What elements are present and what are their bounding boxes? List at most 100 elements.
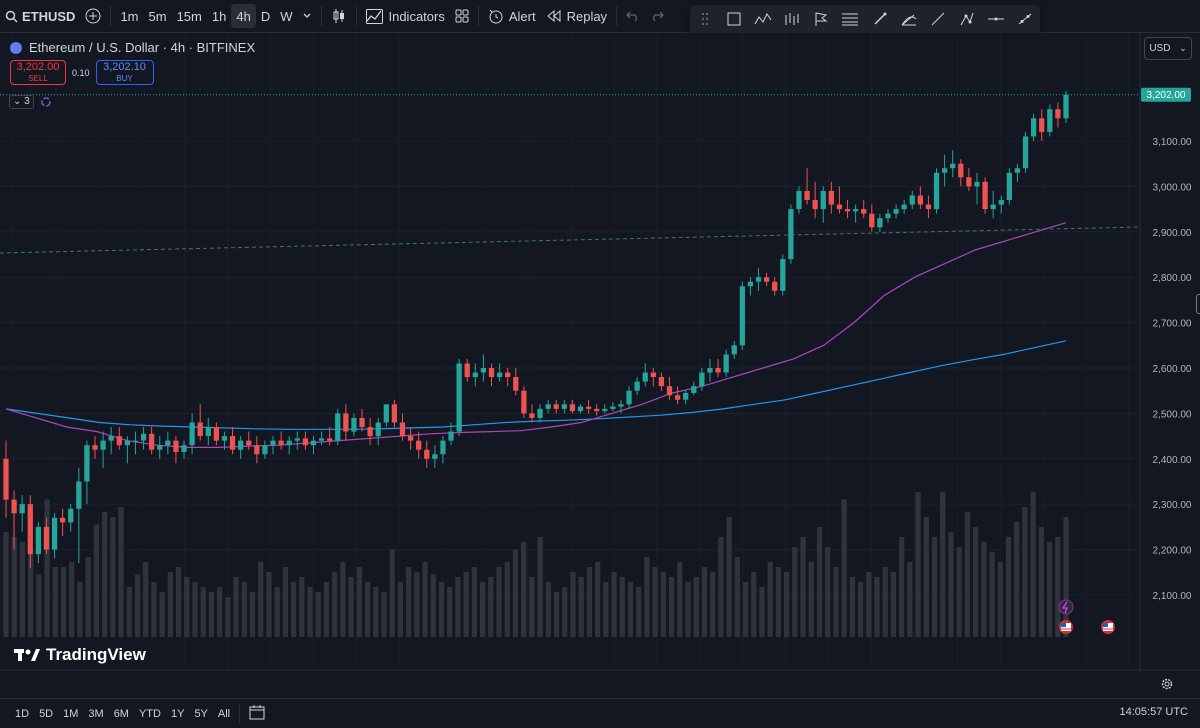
trend-line-tool-icon[interactable]: [927, 8, 949, 30]
interval-w[interactable]: W: [280, 8, 293, 24]
candle: [367, 417, 373, 446]
sell-button[interactable]: 3,202.00 SELL: [10, 60, 66, 85]
buy-button[interactable]: 3,202.10 BUY: [95, 60, 154, 85]
candle: [359, 408, 365, 432]
chart-type-button[interactable]: [326, 4, 352, 28]
utc-clock[interactable]: 14:05:57 UTC: [1119, 706, 1188, 718]
volume-bar: [208, 592, 215, 637]
elliott-wave-tool-icon[interactable]: [752, 8, 774, 30]
replay-button[interactable]: Replay: [541, 4, 612, 28]
price-scale-handle[interactable]: [1196, 294, 1200, 314]
brush-tool-icon[interactable]: [869, 8, 891, 30]
candle: [513, 368, 519, 396]
volume-bar: [890, 572, 897, 637]
sell-label: SELL: [28, 73, 48, 83]
interval-d[interactable]: D: [260, 8, 271, 24]
symbol-legend[interactable]: Ethereum / U.S. Dollar · 4h · BITFINEX: [10, 40, 255, 55]
candle: [577, 404, 584, 414]
range-5y[interactable]: 5Y: [194, 707, 208, 720]
templates-button[interactable]: [450, 4, 474, 28]
candle-body: [796, 190, 802, 210]
economic-event-us-flag-icon[interactable]: [1101, 620, 1115, 634]
path-tool-icon[interactable]: [956, 8, 978, 30]
flag-tool-icon[interactable]: [810, 8, 832, 30]
candle: [262, 440, 268, 459]
candle: [763, 272, 770, 287]
go-to-date-button[interactable]: [244, 704, 270, 723]
candle-body: [1055, 109, 1061, 119]
interval-1m[interactable]: 1m: [120, 8, 139, 24]
indicators-label: Indicators: [388, 8, 445, 24]
candle-body: [496, 372, 503, 378]
candle: [594, 404, 600, 416]
range-3m[interactable]: 3M: [88, 707, 104, 720]
volume-bar: [110, 517, 116, 637]
candle-body: [302, 438, 309, 446]
indicators-legend-toggle[interactable]: ⌄ 3: [9, 95, 52, 109]
volume-bar: [52, 567, 58, 637]
trend-line[interactable]: [0, 226, 1141, 254]
candle-body: [569, 404, 576, 412]
gann-fan-tool-icon[interactable]: [898, 8, 920, 30]
candle-body: [990, 204, 996, 210]
volume-bar: [200, 587, 206, 637]
volume-bar: [504, 562, 510, 637]
indicators-button[interactable]: Indicators: [361, 4, 449, 28]
rectangle-tool-icon[interactable]: [723, 8, 745, 30]
price-chart[interactable]: 2,100.00 2,200.00 2,300.00 2,400.00 2,500.00…: [0, 33, 1200, 673]
candle-body: [221, 436, 228, 441]
volume-bar: [1046, 542, 1053, 637]
candle-body: [763, 277, 770, 282]
candle: [424, 440, 430, 468]
alert-button[interactable]: Alert: [483, 4, 541, 28]
fib-retracement-tool-icon[interactable]: [839, 8, 861, 30]
candle-body: [585, 406, 592, 409]
candle: [788, 204, 794, 264]
range-1y[interactable]: 1Y: [170, 707, 185, 720]
interval-15m[interactable]: 15m: [176, 8, 202, 24]
redo-button[interactable]: [645, 4, 669, 28]
currency-selector[interactable]: USD ⌄: [1144, 37, 1192, 60]
range-6m[interactable]: 6M: [113, 707, 129, 720]
horizontal-line-tool-icon[interactable]: [985, 8, 1007, 30]
volume-bar: [192, 582, 198, 637]
undo-button[interactable]: [621, 4, 645, 28]
economic-event-us-flag-icon[interactable]: [1059, 620, 1073, 634]
candle-body: [19, 504, 25, 514]
range-5d[interactable]: 5D: [39, 707, 54, 720]
volume-bar: [44, 499, 50, 637]
range-1d[interactable]: 1D: [15, 707, 30, 720]
search-icon: [5, 10, 18, 23]
candle-body: [513, 377, 519, 391]
compare-symbol-button[interactable]: [80, 4, 106, 28]
tradingview-logo[interactable]: TradingView: [14, 645, 146, 665]
news-event-icon[interactable]: [1058, 599, 1074, 615]
volume-bar: [151, 582, 157, 637]
drawing-toolbar: [690, 5, 1040, 33]
volume-bar: [315, 592, 321, 637]
chart-settings-button[interactable]: [1160, 677, 1174, 691]
range-all[interactable]: All: [217, 707, 231, 720]
ray-tool-icon[interactable]: [1014, 8, 1036, 30]
interval-1h[interactable]: 1h: [211, 8, 227, 24]
range-1m[interactable]: 1M: [63, 707, 79, 720]
candle-body: [448, 431, 454, 441]
drag-handle-icon[interactable]: [694, 8, 716, 30]
interval-dropdown[interactable]: [297, 4, 317, 28]
symbol-search[interactable]: ETHUSD: [0, 4, 80, 28]
interval-4h[interactable]: 4h: [231, 4, 256, 28]
pattern-tool-icon[interactable]: [781, 8, 803, 30]
candle-body: [327, 438, 333, 441]
gear-icon: [1161, 678, 1173, 690]
divider: [321, 6, 323, 26]
volume-bar: [101, 512, 108, 637]
candle-body: [205, 427, 211, 437]
price-tick-label: 3,100.00: [1153, 137, 1192, 148]
candle-body: [68, 508, 74, 523]
brand-name: TradingView: [46, 645, 146, 664]
candle: [351, 413, 357, 437]
ma-slow-line: [5, 340, 1067, 430]
volume-bar: [594, 562, 601, 637]
interval-5m[interactable]: 5m: [148, 8, 167, 24]
range-ytd[interactable]: YTD: [138, 707, 161, 720]
